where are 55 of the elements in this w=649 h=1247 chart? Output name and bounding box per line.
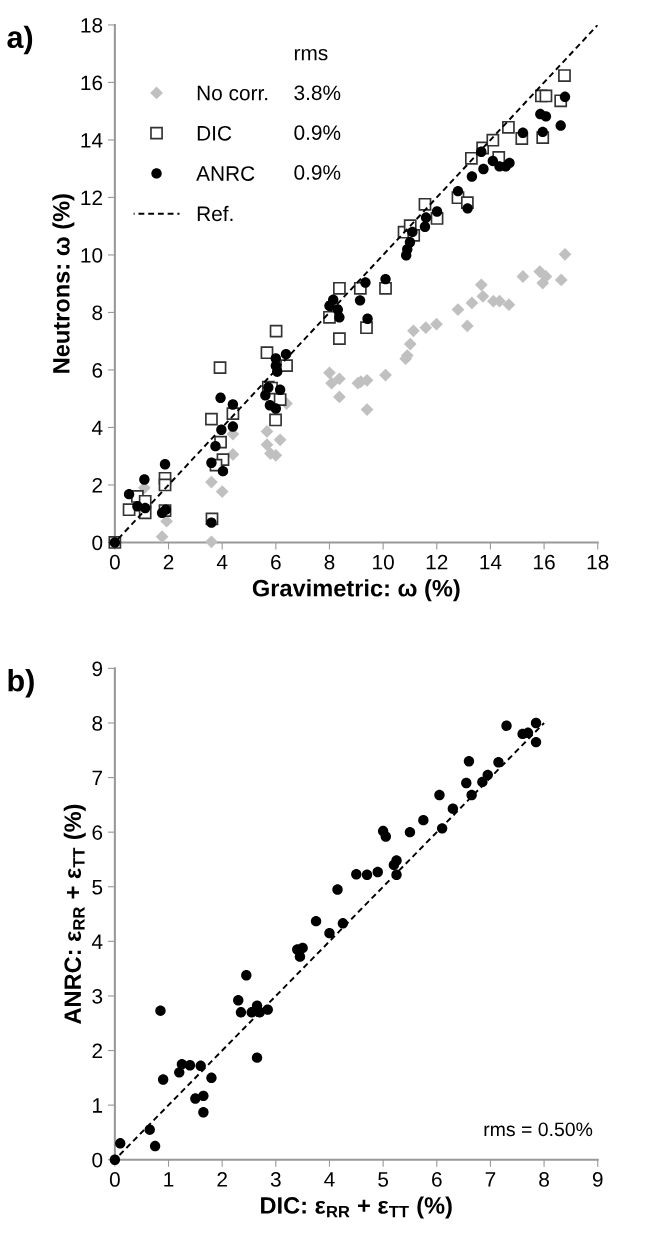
x-tick-label: 10 [373, 554, 394, 570]
x-tick-label: 8 [324, 554, 335, 570]
legend-label: No corr. [197, 85, 268, 101]
x-tick-label: 14 [480, 555, 502, 570]
legend-label: Ref. [197, 205, 233, 222]
x-tick-label: 16 [534, 554, 555, 570]
x-tick-label: 8 [539, 1172, 549, 1187]
x-tick-label: 9 [592, 1172, 603, 1187]
y-tick-label: 14 [81, 133, 103, 148]
x-tick-label: 4 [216, 555, 228, 570]
y-tick-label: 6 [92, 362, 103, 378]
y-tick-label: 4 [91, 934, 103, 949]
annotation: 0.9% [294, 165, 341, 180]
y-tick-label: 9 [92, 661, 103, 677]
y-axis-title: Neutrons: ω (%) [52, 194, 75, 373]
annotation: 0.9% [294, 125, 341, 141]
y-tick-label: 0 [92, 535, 103, 551]
x-tick-label: 0 [109, 554, 120, 570]
y-tick-label: 0 [92, 1152, 103, 1168]
x-axis-title: DIC: ε$_{RR}$ + ε$_{TT}$ (%) [261, 1196, 452, 1219]
annotation: 3.8% [294, 85, 341, 101]
y-tick-label: 1 [93, 1098, 103, 1113]
y-tick-label: 16 [81, 75, 103, 91]
legend-label: ANRC [196, 166, 255, 181]
y-tick-label: 2 [92, 1043, 103, 1059]
y-axis-title: ANRC: ε$_{RR}$ + ε$_{TT}$ (%) [63, 804, 86, 1024]
x-tick-label: 6 [432, 1172, 442, 1187]
x-tick-label: 18 [587, 554, 609, 570]
x-tick-label: 6 [271, 554, 281, 570]
x-tick-label: 0 [109, 1172, 120, 1187]
y-tick-label: 4 [91, 420, 103, 435]
y-tick-label: 2 [92, 477, 103, 493]
chart-title: a) [7, 25, 33, 55]
y-tick-label: 7 [92, 770, 103, 786]
legend-label: DIC [197, 125, 232, 141]
y-tick-label: 8 [92, 715, 103, 731]
x-tick-label: 3 [270, 1172, 281, 1187]
x-tick-label: 5 [378, 1172, 389, 1187]
x-tick-label: 1 [164, 1172, 174, 1187]
y-tick-label: 5 [92, 879, 103, 895]
x-tick-label: 12 [426, 554, 448, 570]
y-tick-label: 6 [92, 825, 103, 840]
y-tick-label: 18 [81, 17, 103, 33]
x-tick-label: 4 [324, 1172, 335, 1187]
annotation: rms [294, 48, 328, 61]
x-tick-label: 2 [163, 554, 174, 570]
y-tick-label: 12 [81, 190, 103, 205]
annotation: rms = 0.50% [484, 1122, 593, 1137]
chart-title: b) [8, 669, 34, 698]
x-tick-label: 2 [217, 1172, 227, 1187]
y-tick-label: 3 [92, 988, 103, 1004]
x-tick-label: 7 [485, 1172, 496, 1187]
x-axis-title: Gravimetric: ω (%) [252, 579, 460, 602]
y-tick-label: 8 [92, 305, 103, 321]
y-tick-label: 10 [81, 247, 103, 263]
